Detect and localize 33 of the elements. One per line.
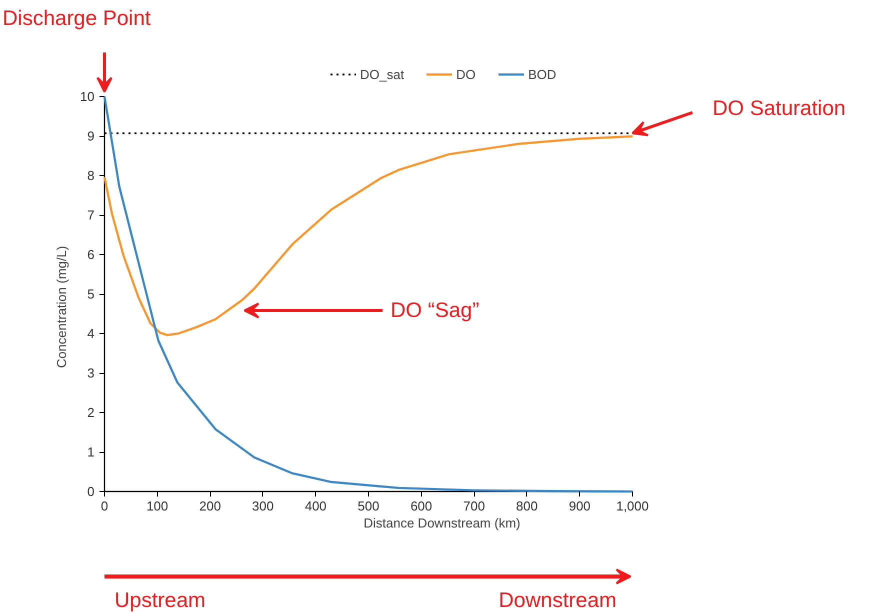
x-tick-label: 400 bbox=[304, 498, 327, 514]
x-tick-label: 500 bbox=[358, 498, 380, 514]
legend-label: DO_sat bbox=[360, 66, 404, 82]
annotation: DO “Sag” bbox=[390, 299, 480, 322]
text: Downstream bbox=[498, 589, 617, 612]
legend-label: BOD bbox=[528, 66, 556, 82]
y-tick-label: 7 bbox=[87, 208, 95, 222]
y-tick-label: 9 bbox=[87, 128, 95, 144]
y-tick-label: 2 bbox=[87, 405, 95, 420]
x-tick-label: 700 bbox=[463, 498, 485, 514]
y-tick-label: 6 bbox=[87, 247, 95, 262]
y-tick-label: 8 bbox=[87, 168, 95, 183]
x-tick-label: 100 bbox=[146, 498, 168, 514]
x-tick-label: 600 bbox=[410, 498, 432, 514]
x-tick-label: 800 bbox=[516, 498, 538, 514]
y-tick-label: 0 bbox=[87, 484, 95, 499]
y-tick-label: 4 bbox=[87, 326, 95, 341]
y-tick-label: 3 bbox=[87, 366, 95, 380]
x-tick-label: 0 bbox=[100, 498, 108, 514]
x-tick-label: 1,000 bbox=[616, 498, 649, 514]
legend-label: DO bbox=[456, 66, 476, 82]
annotation: Discharge Point bbox=[2, 7, 151, 30]
x-axis-title: Distance Downstream (km) bbox=[364, 516, 520, 530]
line-series bbox=[103, 95, 634, 493]
x-tick-label: 300 bbox=[252, 498, 274, 514]
y-axis-title: Concentration (mg/L) bbox=[54, 246, 70, 368]
text: Upstream bbox=[114, 589, 206, 612]
y-tick-label: 5 bbox=[87, 286, 95, 302]
x-tick-label: 900 bbox=[568, 498, 591, 514]
y-tick-label: 10 bbox=[80, 89, 95, 104]
y-tick-label: 1 bbox=[87, 444, 95, 460]
annotation: DO Saturation bbox=[712, 97, 846, 120]
x-tick-label: 200 bbox=[199, 498, 221, 514]
